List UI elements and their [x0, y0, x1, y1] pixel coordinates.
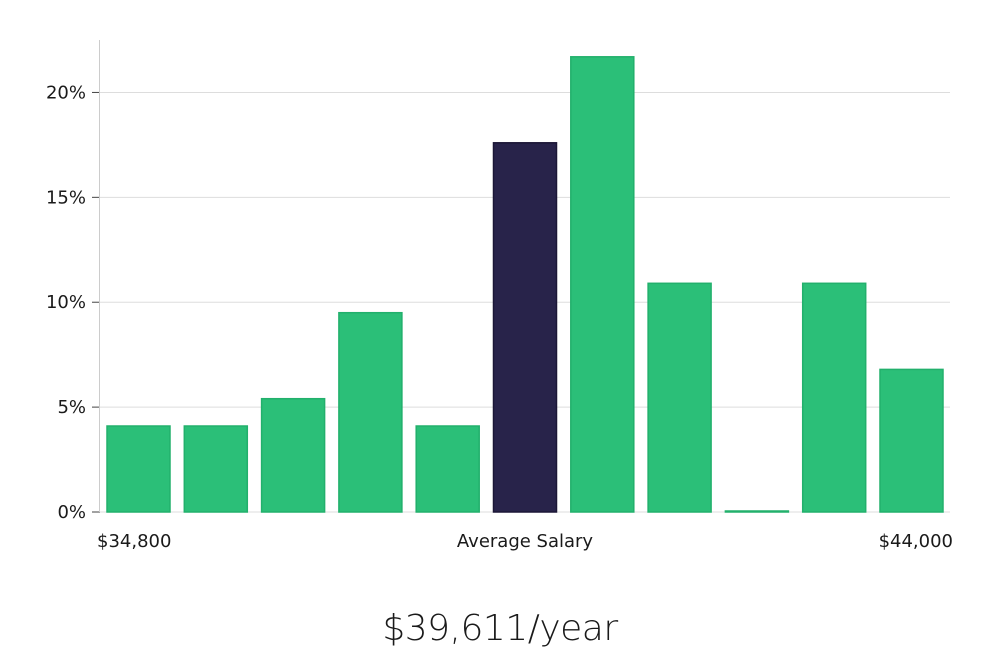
bar — [570, 56, 635, 513]
x-label-center: Average Salary — [457, 531, 594, 552]
bar — [338, 311, 403, 513]
y-axis-ticks: 0% 5% 10% 15% 20% — [46, 82, 100, 523]
y-tick-label: 20% — [46, 82, 86, 103]
bar — [260, 397, 326, 513]
bar — [183, 425, 249, 513]
y-tick-label: 5% — [57, 397, 86, 418]
y-tick-label: 10% — [46, 292, 86, 313]
salary-histogram: 0% 5% 10% 15% 20% $34,800 Average Salary $44… — [46, 40, 953, 552]
bar — [724, 510, 790, 513]
bar — [647, 282, 712, 513]
bar-average — [492, 142, 558, 513]
bar — [801, 282, 867, 513]
x-label-min: $34,800 — [97, 531, 171, 552]
x-label-max: $44,000 — [879, 531, 953, 552]
average-salary-value: $39,611/year — [382, 608, 618, 649]
bars — [106, 56, 944, 513]
y-tick-label: 0% — [57, 502, 86, 523]
bar — [106, 425, 171, 513]
bar — [879, 368, 944, 513]
bar — [415, 425, 480, 513]
y-tick-label: 15% — [46, 187, 86, 208]
